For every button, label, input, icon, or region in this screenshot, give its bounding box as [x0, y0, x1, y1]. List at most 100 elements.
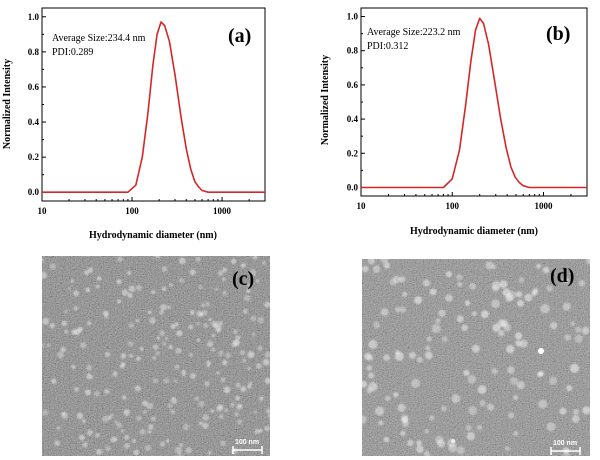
particle-spot: [117, 256, 123, 262]
particle-spot: [416, 356, 423, 363]
y-tick-label: 0.8: [28, 47, 40, 57]
particle-spot: [174, 364, 180, 370]
particle-spot: [146, 402, 154, 410]
particle-spot: [518, 277, 525, 283]
particle-spot: [477, 424, 483, 430]
particle-spot: [74, 386, 79, 392]
particle-spot: [233, 329, 238, 334]
particle-spot: [385, 395, 391, 401]
particle-spot: [136, 415, 142, 421]
y-tick-label: 0.4: [28, 117, 40, 127]
particle-spot: [546, 285, 553, 292]
particle-spot: [538, 371, 545, 377]
y-ticks: 0.0 0.2 0.4 0.6 0.8 1.0: [347, 12, 365, 192]
particle-spot: [201, 303, 206, 308]
particle-spot: [467, 374, 477, 384]
particle-spot: [570, 363, 579, 373]
particle-spot: [248, 381, 253, 386]
particle-spot: [538, 399, 548, 409]
chart-a: 0.0 0.2 0.4 0.6 0.8 1.0 10 100 1000 Average Siz…: [2, 7, 266, 241]
particle-spot: [120, 353, 127, 359]
particle-spot: [250, 315, 257, 322]
particle-spot: [49, 323, 55, 329]
particle-spot: [120, 429, 124, 433]
particle-spot: [514, 332, 523, 340]
data-point: [458, 149, 461, 151]
data-point: [470, 60, 472, 62]
particle-spot: [394, 349, 401, 356]
particle-spot: [416, 440, 422, 446]
scale-bar-label: 100 nm: [553, 440, 577, 447]
particle-spot: [121, 289, 129, 296]
pdi-text: PDI:0.312: [367, 41, 408, 52]
particle-spot: [422, 279, 431, 287]
particle-spot: [562, 302, 571, 311]
particle-spot: [190, 372, 197, 379]
particle-spot: [235, 395, 241, 401]
particle-spot: [198, 285, 203, 290]
particle-spot: [96, 448, 102, 455]
particle-spot: [424, 351, 433, 360]
particle-spot: [182, 423, 190, 431]
particle-spot: [222, 360, 228, 366]
particle-spot: [546, 422, 556, 432]
particle-spot: [570, 321, 576, 326]
x-axis-title: Hydrodynamic diameter (nm): [89, 230, 217, 241]
particle-spot: [400, 430, 406, 436]
particle-spot: [463, 369, 470, 376]
data-point: [164, 24, 166, 27]
particle-spot: [179, 278, 185, 284]
particle-spot: [242, 308, 248, 314]
y-tick-label: 0.0: [28, 187, 40, 197]
particle-spot: [240, 386, 247, 393]
particle-spot: [431, 323, 441, 334]
particle-spot: [42, 258, 44, 262]
y-axis-title: Normalized Intensity: [320, 55, 331, 145]
data-point: [493, 79, 495, 81]
particle-spot: [181, 369, 187, 375]
data-point: [198, 186, 200, 188]
particle-spot: [373, 321, 380, 329]
particle-spot: [175, 446, 182, 454]
curve-layer: [361, 17, 587, 189]
particle-spot: [572, 408, 580, 416]
particle-spot: [375, 406, 385, 416]
particle-spot: [267, 413, 270, 419]
data-point: [505, 147, 507, 149]
particle-spot: [198, 400, 205, 407]
particle-spot: [71, 364, 76, 370]
particle-spot: [86, 364, 93, 371]
particle-spot: [451, 394, 461, 404]
particle-spot: [235, 382, 241, 388]
particle-spot: [73, 306, 78, 311]
particle-spot: [564, 334, 571, 341]
particle-spot: [515, 340, 522, 347]
particle-spot: [134, 385, 141, 392]
particle-spot: [252, 332, 256, 337]
particle-spot: [104, 351, 111, 358]
particle-spot: [465, 424, 472, 431]
particle-spot: [441, 405, 447, 412]
particle-spot: [96, 276, 102, 281]
y-tick-label: 0.8: [347, 46, 359, 56]
particle-spot: [368, 372, 375, 379]
particle-spot: [169, 283, 173, 287]
data-point: [442, 186, 444, 189]
particle-spot: [189, 310, 195, 315]
particle-spot: [152, 356, 156, 360]
particle-spot: [139, 346, 144, 351]
data-point: [141, 156, 143, 158]
particle-spot: [42, 409, 49, 416]
particle-spot: [438, 309, 446, 317]
y-tick-label: 0.6: [28, 82, 40, 92]
particle-spot: [86, 373, 92, 380]
particle-spot: [151, 416, 156, 422]
particle-spot: [445, 294, 453, 302]
particle-spot: [42, 343, 45, 348]
curve-layer: [42, 21, 265, 193]
particle-spot: [128, 340, 134, 347]
particle-spot: [68, 287, 72, 291]
particle-spot: [116, 422, 122, 428]
average-size-text: Average Size:234.4 nm: [52, 33, 146, 44]
particle-spot: [179, 443, 184, 447]
